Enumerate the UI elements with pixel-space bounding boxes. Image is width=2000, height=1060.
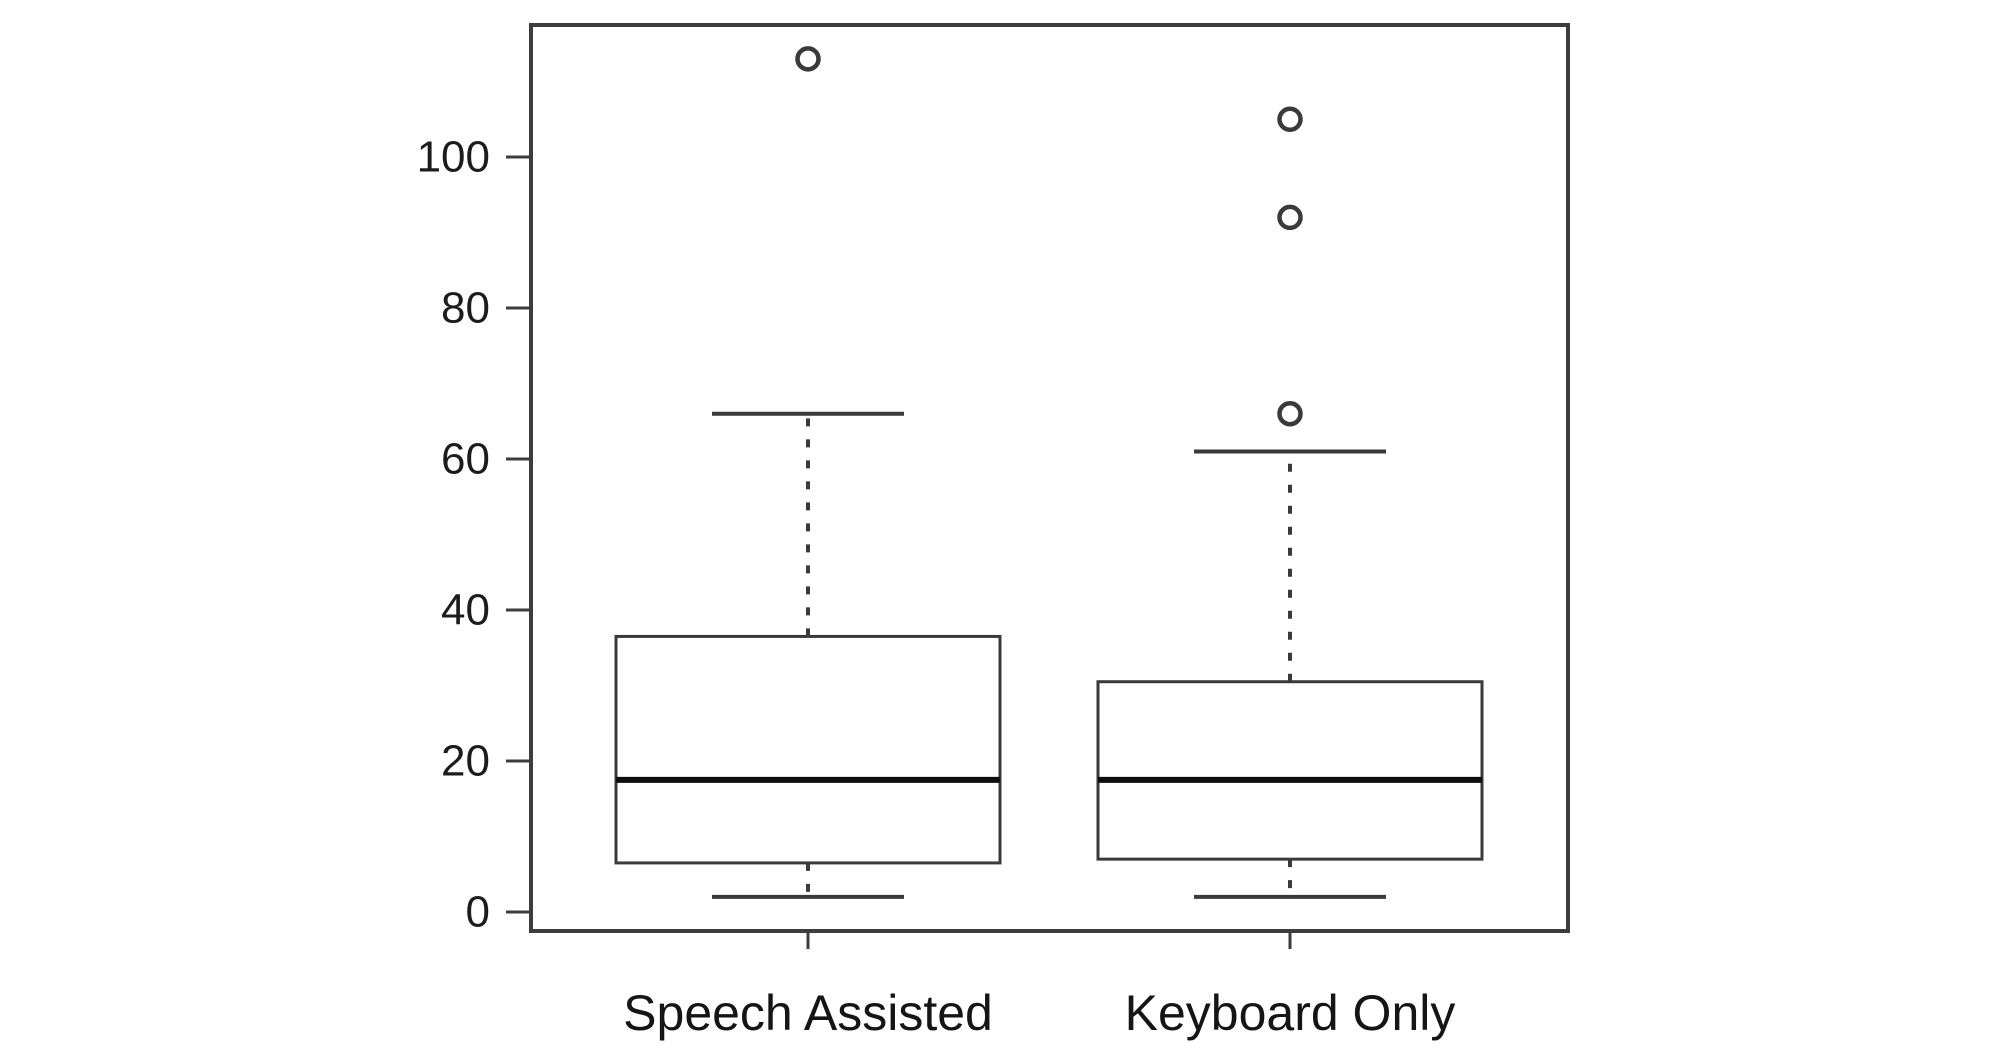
iqr-box-speech-assisted [614, 634, 1002, 865]
plot-border [529, 23, 1570, 933]
y-tick-label-0: 0 [466, 888, 490, 937]
y-tick-label-20: 20 [441, 737, 490, 786]
y-tick-label-60: 60 [441, 435, 490, 484]
outlier-point-keyboard-only-2 [1277, 106, 1303, 132]
category-label-speech-assisted: Speech Assisted [623, 985, 993, 1041]
outlier-point-keyboard-only-1 [1277, 204, 1303, 231]
y-tick-label-80: 80 [441, 284, 490, 333]
outlier-point-keyboard-only-0 [1277, 400, 1303, 427]
category-label-keyboard-only: Keyboard Only [1125, 985, 1456, 1041]
y-tick-label-100: 100 [417, 133, 490, 182]
outlier-point-speech-assisted-0 [795, 46, 821, 72]
y-tick-label-40: 40 [441, 586, 490, 635]
iqr-box-keyboard-only [1096, 680, 1484, 861]
